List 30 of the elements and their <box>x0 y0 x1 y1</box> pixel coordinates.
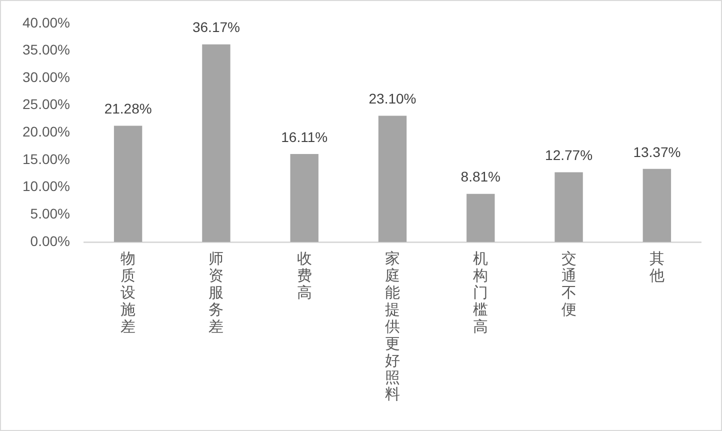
x-tick-label: 收费高 <box>296 250 312 302</box>
y-tick-label: 5.00% <box>30 206 70 222</box>
data-label: 23.10% <box>368 90 416 107</box>
bar <box>642 168 672 242</box>
bar <box>378 116 407 242</box>
bar <box>114 126 142 242</box>
x-tick-label: 交通不便 <box>561 250 576 318</box>
x-tick-label: 师资服务差 <box>208 250 224 336</box>
data-label: 36.17% <box>192 19 240 36</box>
y-tick-label: 20.00% <box>22 124 70 140</box>
data-label: 21.28% <box>104 100 152 117</box>
y-tick-label: 15.00% <box>22 150 70 167</box>
bar <box>202 44 230 242</box>
data-label: 13.37% <box>633 144 681 160</box>
y-tick-label: 0.00% <box>30 232 70 249</box>
x-tick-label: 其他 <box>649 250 664 285</box>
y-tick-label: 30.00% <box>22 68 70 85</box>
data-label: 12.77% <box>545 147 593 164</box>
x-tick-label: 物质设施差 <box>120 250 136 336</box>
bar <box>290 154 318 242</box>
y-tick-label: 35.00% <box>22 42 70 58</box>
category-label: 家庭能提供更好照料 <box>385 250 400 404</box>
bar <box>554 172 583 242</box>
y-tick-label: 40.00% <box>22 14 70 30</box>
data-label: 16.11% <box>281 128 328 145</box>
y-tick-label: 10.00% <box>22 178 70 194</box>
bar <box>466 194 495 242</box>
y-tick-label: 25.00% <box>22 96 70 112</box>
x-tick-label: 机构门槛高 <box>472 250 488 336</box>
data-label: 8.81% <box>460 168 500 185</box>
